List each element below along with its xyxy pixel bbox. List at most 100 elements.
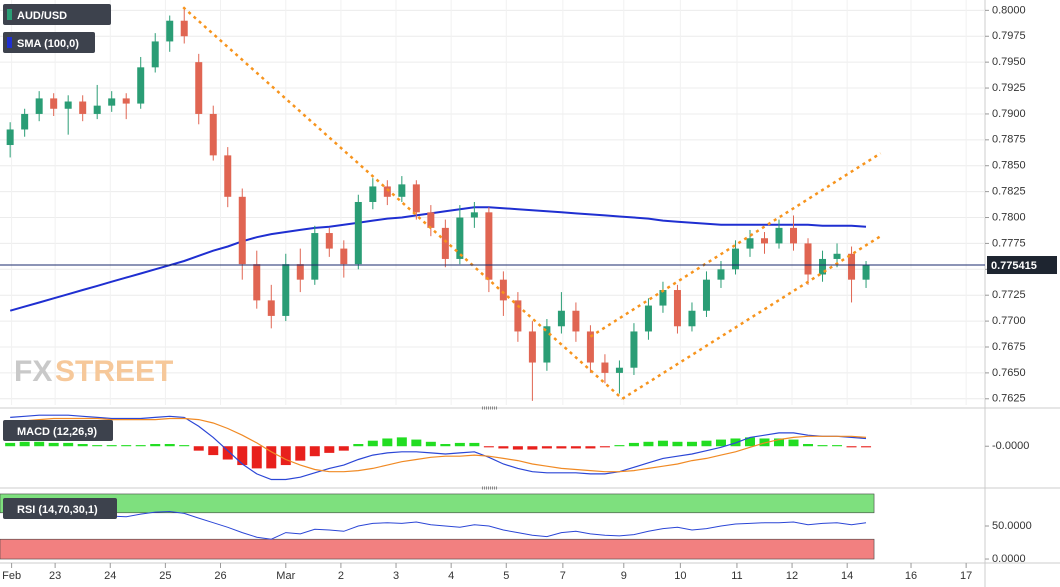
- candle-body: [586, 331, 594, 363]
- candle-body: [731, 248, 739, 270]
- macd-bar: [599, 446, 610, 448]
- macd-bar: [585, 446, 596, 449]
- macd-bar: [657, 440, 668, 447]
- candle-body: [369, 186, 377, 202]
- x-tick-label: 14: [841, 570, 853, 582]
- macd-bar: [832, 445, 843, 447]
- legend-box: [3, 420, 113, 441]
- macd-bar: [324, 446, 335, 453]
- y-tick-label: 0.7875: [992, 134, 1026, 146]
- y-tick-label: 0.7975: [992, 30, 1026, 42]
- x-tick-label: 11: [731, 570, 742, 582]
- trendline: [621, 235, 882, 400]
- macd-bar: [701, 440, 712, 447]
- candle-body: [470, 212, 478, 218]
- macd-bar: [744, 437, 755, 447]
- macd-bar: [454, 442, 465, 447]
- macd-bar: [150, 444, 161, 447]
- y-tick-label: 0.8000: [992, 4, 1026, 16]
- candle-body: [311, 233, 319, 280]
- macd-bar: [92, 445, 103, 447]
- x-tick-label: 2: [338, 570, 344, 582]
- candle-body: [137, 67, 145, 104]
- y-tick-label: 0.7850: [992, 160, 1026, 172]
- x-tick-label: 7: [560, 570, 566, 582]
- candle-body: [485, 212, 493, 280]
- macd-bar: [512, 446, 523, 450]
- macd-bar: [237, 446, 248, 466]
- overbought-zone: [0, 493, 875, 514]
- legend-label: AUD/USD: [17, 10, 67, 22]
- macd-bar: [48, 442, 59, 447]
- candle-body: [282, 264, 290, 316]
- y-tick-label: 0.7650: [992, 367, 1026, 379]
- legend-swatch: [7, 9, 12, 20]
- candle-body: [35, 98, 43, 114]
- x-tick-label: 4: [448, 570, 454, 582]
- macd-bar: [382, 438, 393, 447]
- macd-bar: [846, 446, 857, 448]
- legend-swatch: [7, 37, 12, 48]
- macd-bar: [527, 446, 538, 450]
- legend-label: SMA (100,0): [17, 38, 79, 50]
- candle-body: [702, 279, 710, 311]
- legend-box: [3, 4, 111, 25]
- candle-body: [253, 264, 261, 301]
- macd-bar: [251, 446, 262, 469]
- macd-bar: [672, 441, 683, 447]
- macd-bar: [774, 438, 785, 447]
- candle-body: [572, 310, 580, 332]
- candle-body: [398, 184, 406, 197]
- candle-body: [412, 184, 420, 213]
- macd-bar: [77, 444, 88, 447]
- legend-label: RSI (14,70,30,1): [17, 504, 98, 516]
- y-tick-label: 0.7900: [992, 108, 1026, 120]
- candle-body: [108, 98, 116, 106]
- x-tick-label: 5: [503, 570, 509, 582]
- resize-handle[interactable]: [482, 406, 498, 490]
- watermark: FX STREET: [14, 355, 173, 388]
- candle-body: [601, 362, 609, 373]
- candle-body: [209, 113, 217, 156]
- candle-body: [151, 41, 159, 68]
- oversold-zone: [0, 538, 875, 560]
- macd-bar: [164, 444, 175, 447]
- candle-body: [760, 238, 768, 244]
- y-tick-label: 0.7725: [992, 289, 1026, 301]
- candle-body: [340, 248, 348, 265]
- macd-bar: [469, 442, 480, 447]
- x-tick-label: Feb: [2, 570, 21, 582]
- macd-bar: [179, 445, 190, 447]
- macd-bar: [643, 441, 654, 447]
- macd-bar: [686, 441, 697, 447]
- macd-bar: [803, 444, 814, 447]
- candle-body: [775, 227, 783, 244]
- macd-bar: [34, 441, 45, 447]
- candle-body: [93, 105, 101, 114]
- legend-box: [3, 32, 95, 53]
- candle-body: [195, 62, 203, 114]
- y-tick-label: 0.7675: [992, 341, 1026, 353]
- macd-bar: [715, 439, 726, 447]
- candle-body: [644, 305, 652, 332]
- macd-bar: [628, 442, 639, 447]
- x-tick-label: 12: [786, 570, 798, 582]
- candle-body: [688, 310, 696, 327]
- candle-body: [166, 20, 174, 42]
- candle-body: [804, 243, 812, 275]
- candle-body: [441, 227, 449, 259]
- candle-body: [862, 265, 870, 280]
- macd-bar: [861, 446, 872, 448]
- candle-body: [224, 155, 232, 197]
- macd-bar: [614, 445, 625, 447]
- macd-bar: [353, 444, 364, 447]
- macd-bar: [556, 446, 567, 449]
- x-tick-label: 17: [960, 570, 972, 582]
- macd-bar: [817, 445, 828, 447]
- y-tick-label: 0.7800: [992, 211, 1026, 223]
- candle-body: [673, 290, 681, 327]
- y-tick-label: 0.7625: [992, 393, 1026, 405]
- macd-bar: [63, 442, 74, 447]
